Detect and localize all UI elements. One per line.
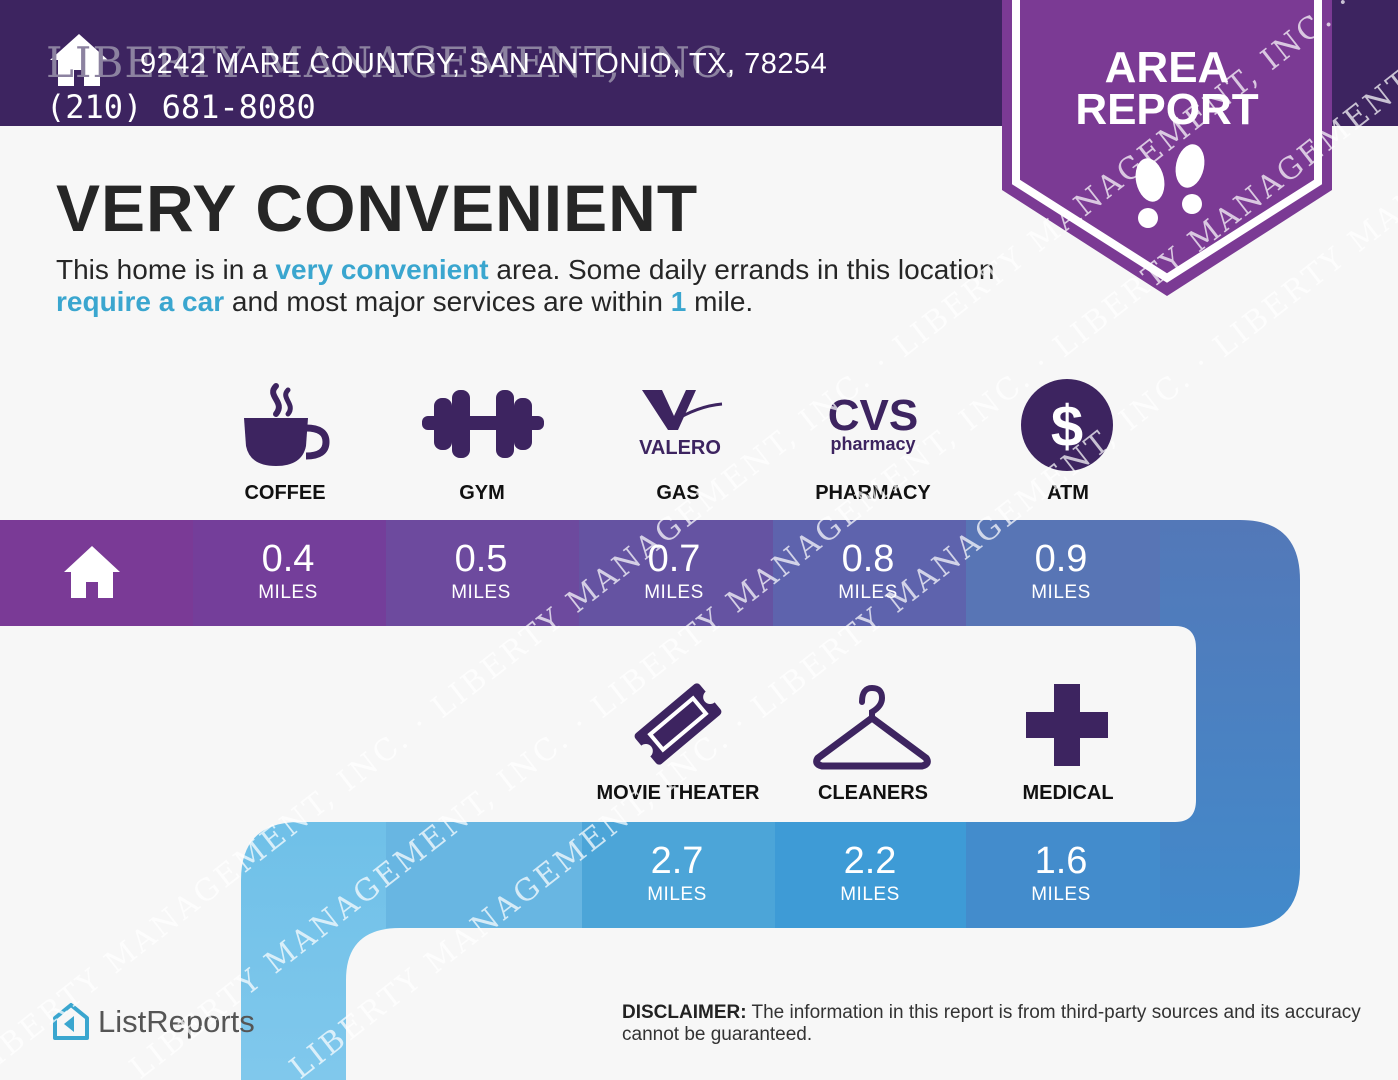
desc-highlight-car: require a car [56, 286, 225, 317]
distance-unit: MILES [451, 582, 511, 603]
desc-highlight-distance: 1 [670, 286, 687, 317]
segment-gas: 0.7 MILES [579, 520, 773, 626]
distance-value: 0.7 [647, 538, 701, 580]
service-label-atm: ATM [1047, 482, 1089, 504]
ticket-icon [634, 683, 722, 765]
distance-value: 0.9 [1034, 538, 1088, 580]
segment-gym: 0.5 MILES [386, 520, 579, 626]
dollar-circle-icon: $ [1021, 379, 1113, 471]
badge-title-line2: REPORT [1075, 85, 1259, 134]
distance-value: 0.5 [454, 538, 508, 580]
segment-cleaners: 2.2 MILES [775, 822, 966, 928]
service-label-medical: MEDICAL [1022, 782, 1114, 804]
desc-text-4: mile. [686, 286, 754, 317]
distance-unit: MILES [840, 884, 900, 905]
distance-value: 0.8 [841, 538, 895, 580]
segment-pharmacy: 0.8 MILES [773, 520, 966, 626]
segment-medical: 1.6 MILES [966, 822, 1160, 928]
badge-title-line1: AREA [1104, 43, 1230, 92]
svg-text:$: $ [1051, 394, 1083, 459]
service-label-coffee: COFFEE [244, 482, 326, 504]
footprints-icon [1135, 144, 1205, 228]
disclaimer-label: DISCLAIMER: [622, 1002, 747, 1023]
service-label-movie-theater: MOVIE THEATER [596, 782, 760, 804]
listreports-logo-icon [53, 1003, 89, 1040]
house-icon [50, 34, 108, 86]
distance-value: 1.6 [1034, 840, 1088, 882]
property-address: 9242 MARE COUNTRY, SAN ANTONIO, TX, 7825… [140, 48, 828, 80]
distance-unit: MILES [258, 582, 318, 603]
distance-value: 2.7 [650, 840, 704, 882]
distance-value: 0.4 [261, 538, 315, 580]
desc-text-2: area. Some daily errands in this locatio… [488, 254, 995, 285]
disclaimer: DISCLAIMER: The information in this repo… [622, 1002, 1362, 1046]
segment-coffee: 0.4 MILES [193, 520, 386, 626]
desc-text-3: and most major services are within [224, 286, 671, 317]
service-label-pharmacy: PHARMACY [815, 482, 931, 504]
desc-highlight-convenient: very convenient [275, 254, 489, 285]
cvs-pharmacy-logo-icon: CVS pharmacy [828, 391, 918, 454]
cvs-brand-subtext: pharmacy [830, 434, 915, 454]
company-name: LIBERTY MANAGEMENT, INC. [46, 38, 737, 87]
page-title: VERY CONVENIENT [56, 171, 699, 245]
dumbbell-icon [422, 390, 544, 458]
distance-unit: MILES [1031, 582, 1091, 603]
distance-value: 2.2 [843, 840, 897, 882]
segment-movie-theater: 2.7 MILES [582, 822, 775, 928]
service-label-gym: GYM [459, 482, 505, 504]
valero-brand-text: VALERO [639, 437, 721, 458]
desc-text-1: This home is in a [56, 254, 276, 285]
distance-unit: MILES [838, 582, 898, 603]
listreports-logo-text: ListReports [98, 1004, 255, 1039]
segment-atm: 0.9 MILES [966, 520, 1160, 626]
service-label-gas: GAS [656, 482, 700, 504]
distance-unit: MILES [647, 884, 707, 905]
service-label-cleaners: CLEANERS [817, 782, 928, 804]
coffee-cup-icon [244, 383, 330, 466]
valero-logo-icon: VALERO [639, 390, 723, 458]
cvs-brand-text: CVS [828, 391, 918, 440]
home-icon [64, 546, 120, 598]
medical-cross-icon [1026, 684, 1108, 766]
phone-number[interactable]: (210) 681-8080 [46, 88, 316, 126]
distance-unit: MILES [644, 582, 704, 603]
area-report-badge [1002, 0, 1332, 296]
hanger-icon [813, 684, 931, 770]
disclaimer-text: The information in this report is from t… [622, 1002, 1361, 1045]
distance-unit: MILES [1031, 884, 1091, 905]
convenience-description: This home is in a very convenient area. … [56, 254, 1016, 318]
